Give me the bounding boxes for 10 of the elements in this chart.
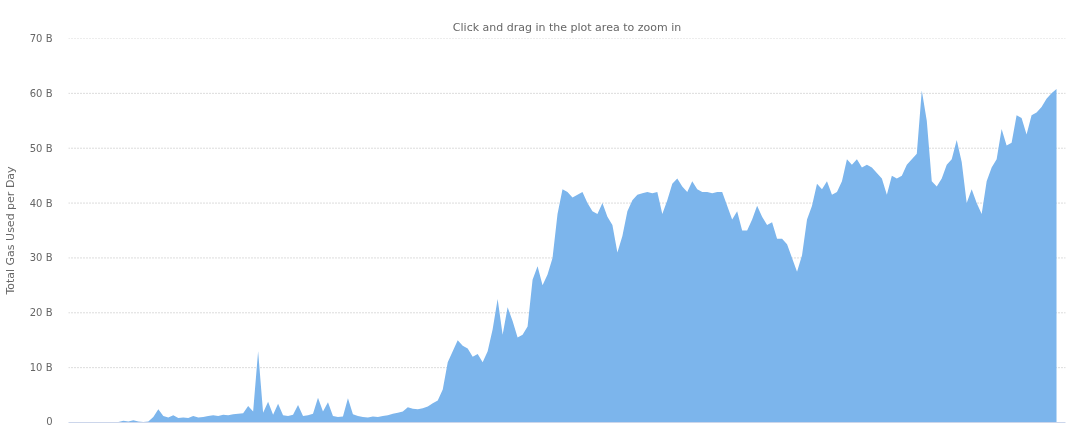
y-tick-label: 0 bbox=[46, 415, 53, 426]
chart-subtitle: Click and drag in the plot area to zoom in bbox=[452, 20, 682, 34]
y-tick-label: 60 B bbox=[29, 87, 53, 99]
y-axis-title: Total Gas Used per Day bbox=[3, 165, 17, 296]
y-tick-label: 30 B bbox=[29, 252, 53, 264]
y-tick-label: 20 B bbox=[29, 307, 53, 319]
y-tick-label: 40 B bbox=[29, 197, 53, 209]
y-tick-label: 70 B bbox=[29, 33, 53, 44]
y-tick-label: 50 B bbox=[29, 142, 53, 154]
y-tick-label: 10 B bbox=[29, 362, 53, 374]
